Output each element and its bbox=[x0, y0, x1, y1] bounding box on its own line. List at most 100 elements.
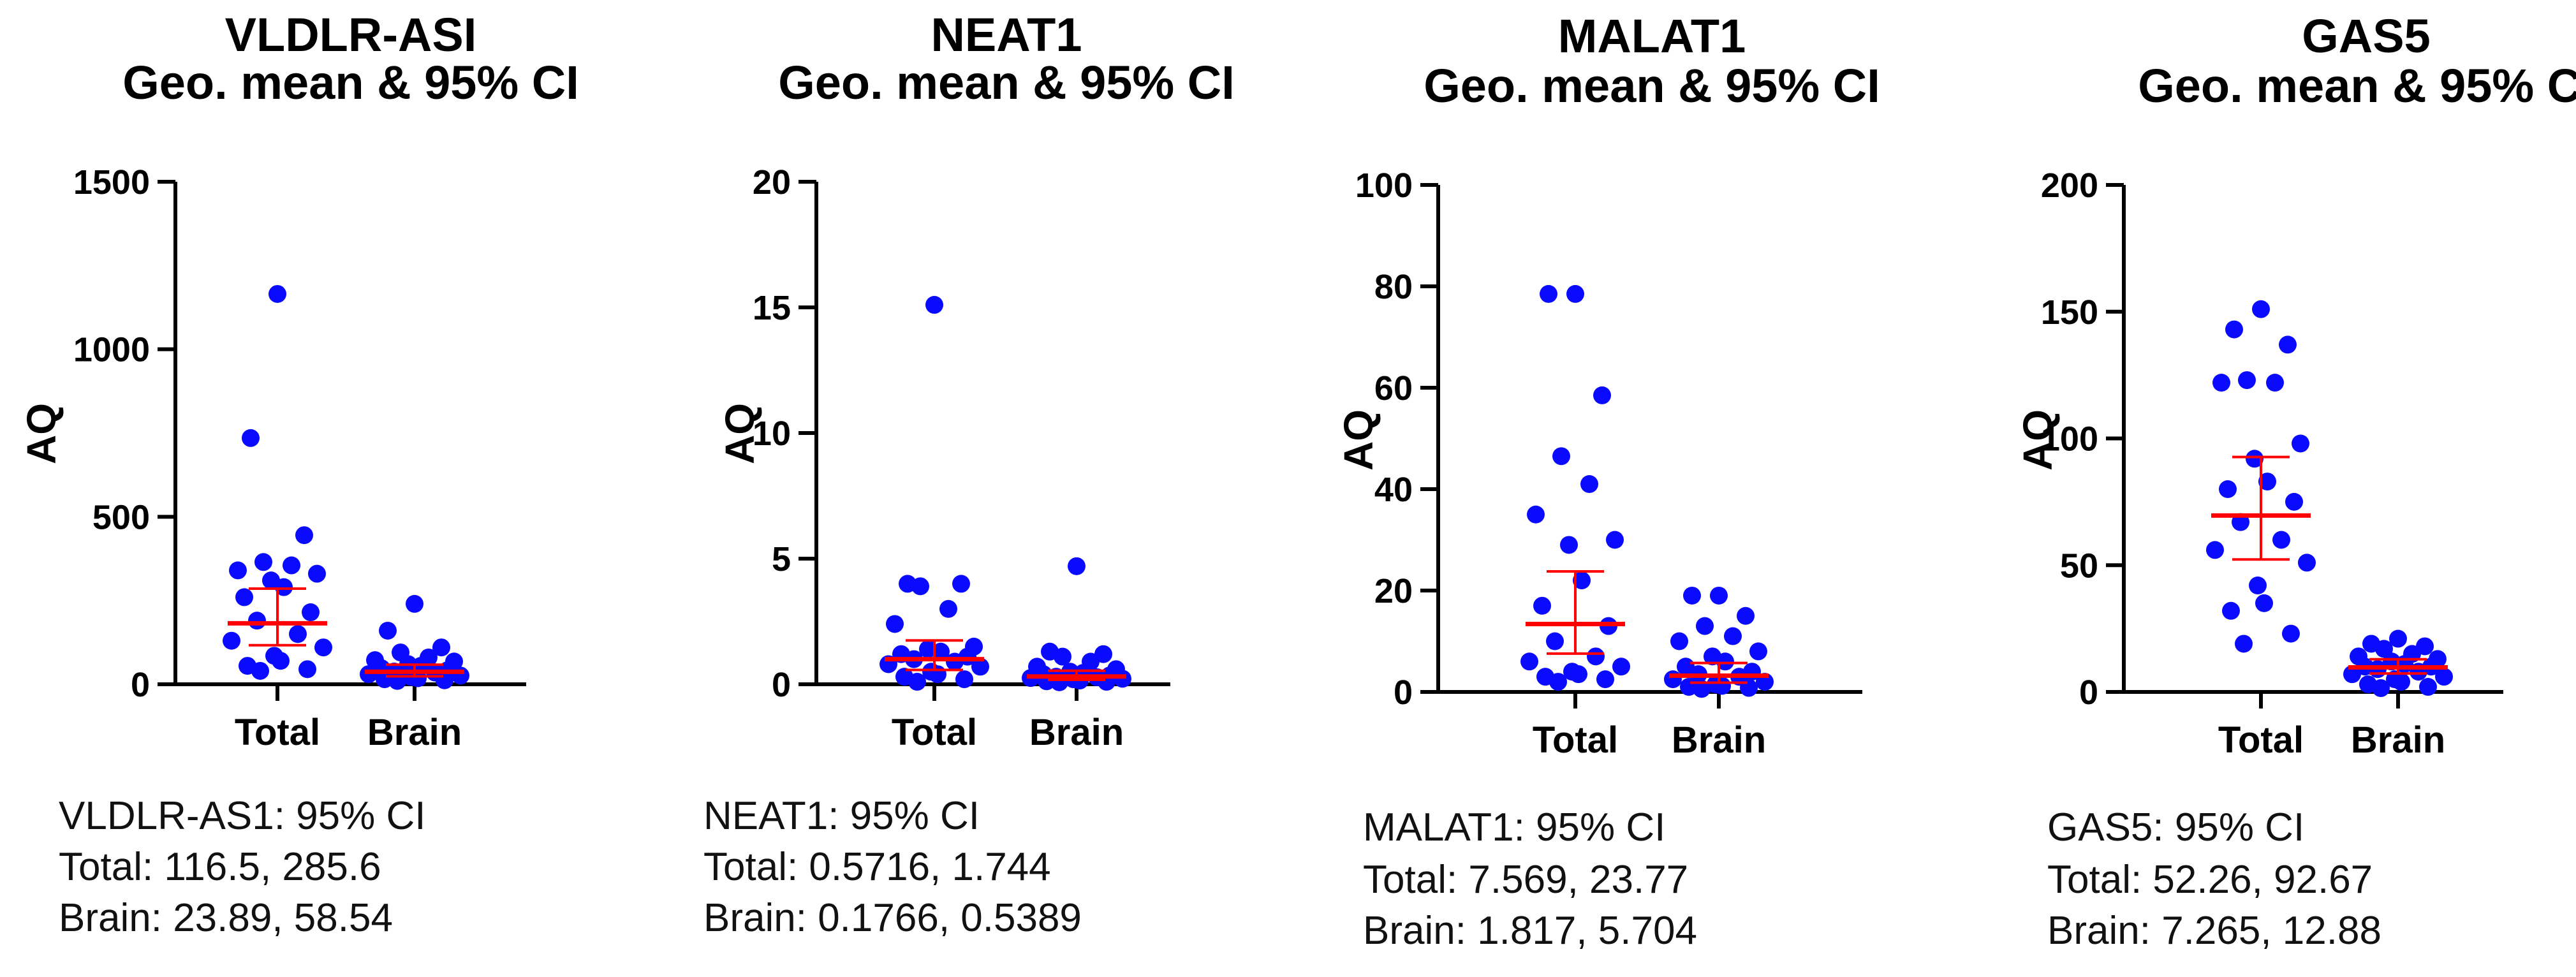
data-point bbox=[2238, 371, 2256, 390]
x-category-label: Brain bbox=[2351, 719, 2445, 761]
data-point bbox=[314, 638, 332, 657]
data-point bbox=[1606, 531, 1624, 549]
data-point bbox=[2298, 554, 2316, 572]
data-point bbox=[1570, 665, 1587, 684]
data-point bbox=[911, 577, 929, 596]
data-point bbox=[2252, 300, 2270, 318]
data-point bbox=[2372, 679, 2390, 698]
x-category-label: Total bbox=[892, 712, 977, 753]
y-tick-label: 0 bbox=[772, 666, 791, 704]
data-point bbox=[379, 621, 397, 640]
y-tick-label: 0 bbox=[2079, 673, 2098, 712]
y-tick-label: 10 bbox=[753, 415, 791, 453]
data-point bbox=[1737, 606, 1755, 625]
data-point bbox=[1716, 652, 1734, 671]
data-point bbox=[2246, 450, 2263, 468]
data-point bbox=[254, 553, 272, 571]
data-point bbox=[2419, 678, 2437, 696]
ci-text-line: Brain: 7.265, 12.88 bbox=[2047, 909, 2381, 953]
panel-title-line: Geo. mean & 95% CI bbox=[2138, 59, 2576, 112]
data-point bbox=[1068, 557, 1086, 575]
panel-title-line: Geo. mean & 95% CI bbox=[122, 56, 579, 109]
data-point bbox=[2392, 673, 2410, 691]
data-point bbox=[1683, 586, 1701, 605]
data-point bbox=[2235, 635, 2253, 653]
data-point bbox=[388, 672, 406, 690]
data-point bbox=[971, 657, 989, 676]
y-tick-label: 150 bbox=[2041, 293, 2098, 332]
data-point bbox=[2343, 665, 2361, 684]
ci-text-line: Total: 0.5716, 1.744 bbox=[703, 845, 1051, 889]
data-point bbox=[1549, 673, 1567, 691]
data-point bbox=[1560, 536, 1578, 554]
data-point bbox=[295, 526, 313, 545]
data-point bbox=[2206, 541, 2224, 559]
data-point bbox=[1713, 677, 1731, 695]
data-point bbox=[1573, 571, 1591, 590]
data-point bbox=[1546, 632, 1564, 650]
data-point bbox=[2266, 374, 2284, 392]
y-tick-label: 40 bbox=[1374, 471, 1413, 509]
data-point bbox=[251, 661, 269, 680]
data-point bbox=[2272, 531, 2290, 549]
y-tick-label: 0 bbox=[131, 666, 150, 704]
y-tick-label: 50 bbox=[2060, 547, 2098, 585]
data-point bbox=[946, 652, 964, 671]
x-category-label: Total bbox=[235, 712, 320, 753]
data-point bbox=[1580, 475, 1598, 494]
ci-text-line: Total: 52.26, 92.67 bbox=[2047, 858, 2373, 902]
x-category-label: Brain bbox=[1672, 719, 1766, 761]
data-point bbox=[1593, 386, 1611, 404]
data-point bbox=[289, 625, 307, 643]
data-point bbox=[223, 631, 240, 650]
data-point bbox=[1527, 505, 1545, 524]
data-point bbox=[283, 556, 300, 575]
y-axis-label: AQ bbox=[18, 403, 64, 464]
data-point bbox=[302, 603, 320, 622]
data-point bbox=[2219, 480, 2237, 498]
data-point bbox=[1552, 447, 1570, 466]
panel-title-line: MALAT1 bbox=[1558, 10, 1746, 62]
data-point bbox=[955, 670, 973, 689]
data-point bbox=[2258, 473, 2276, 491]
ci-text-line: Brain: 23.89, 58.54 bbox=[59, 896, 393, 940]
data-point bbox=[1533, 596, 1551, 615]
data-point bbox=[235, 588, 253, 606]
panel-title-line: VLDLR-ASI bbox=[225, 8, 477, 61]
data-point bbox=[1054, 647, 1071, 666]
y-tick-label: 80 bbox=[1374, 268, 1413, 306]
data-point bbox=[406, 594, 423, 613]
data-point bbox=[275, 578, 293, 596]
panel-title-line: NEAT1 bbox=[931, 8, 1082, 61]
y-tick-label: 15 bbox=[753, 289, 791, 327]
data-point bbox=[1749, 642, 1767, 661]
data-point bbox=[1587, 647, 1605, 666]
data-point bbox=[952, 575, 970, 593]
ci-text-line: Total: 7.569, 23.77 bbox=[1363, 858, 1688, 902]
data-point bbox=[2282, 624, 2300, 643]
data-point bbox=[1664, 670, 1682, 689]
ci-text-line: Brain: 0.1766, 0.5389 bbox=[703, 896, 1082, 940]
data-point bbox=[1696, 617, 1714, 635]
y-tick-label: 1500 bbox=[73, 163, 150, 202]
data-point bbox=[932, 642, 950, 661]
y-tick-label: 200 bbox=[2041, 166, 2098, 205]
ci-text-line: NEAT1: 95% CI bbox=[703, 794, 980, 838]
data-point bbox=[908, 673, 926, 691]
data-point bbox=[1612, 657, 1630, 676]
data-point bbox=[2222, 601, 2240, 620]
data-point bbox=[1520, 652, 1538, 671]
y-tick-label: 20 bbox=[753, 163, 791, 202]
data-point bbox=[1693, 680, 1711, 698]
data-point bbox=[1540, 284, 1557, 303]
x-category-label: Brain bbox=[1029, 712, 1124, 753]
x-category-label: Total bbox=[1533, 719, 1618, 761]
ci-text-line: Brain: 1.817, 5.704 bbox=[1363, 909, 1697, 953]
y-tick-label: 5 bbox=[772, 540, 791, 578]
y-axis-label: AQ bbox=[717, 403, 763, 464]
data-point bbox=[436, 671, 453, 689]
